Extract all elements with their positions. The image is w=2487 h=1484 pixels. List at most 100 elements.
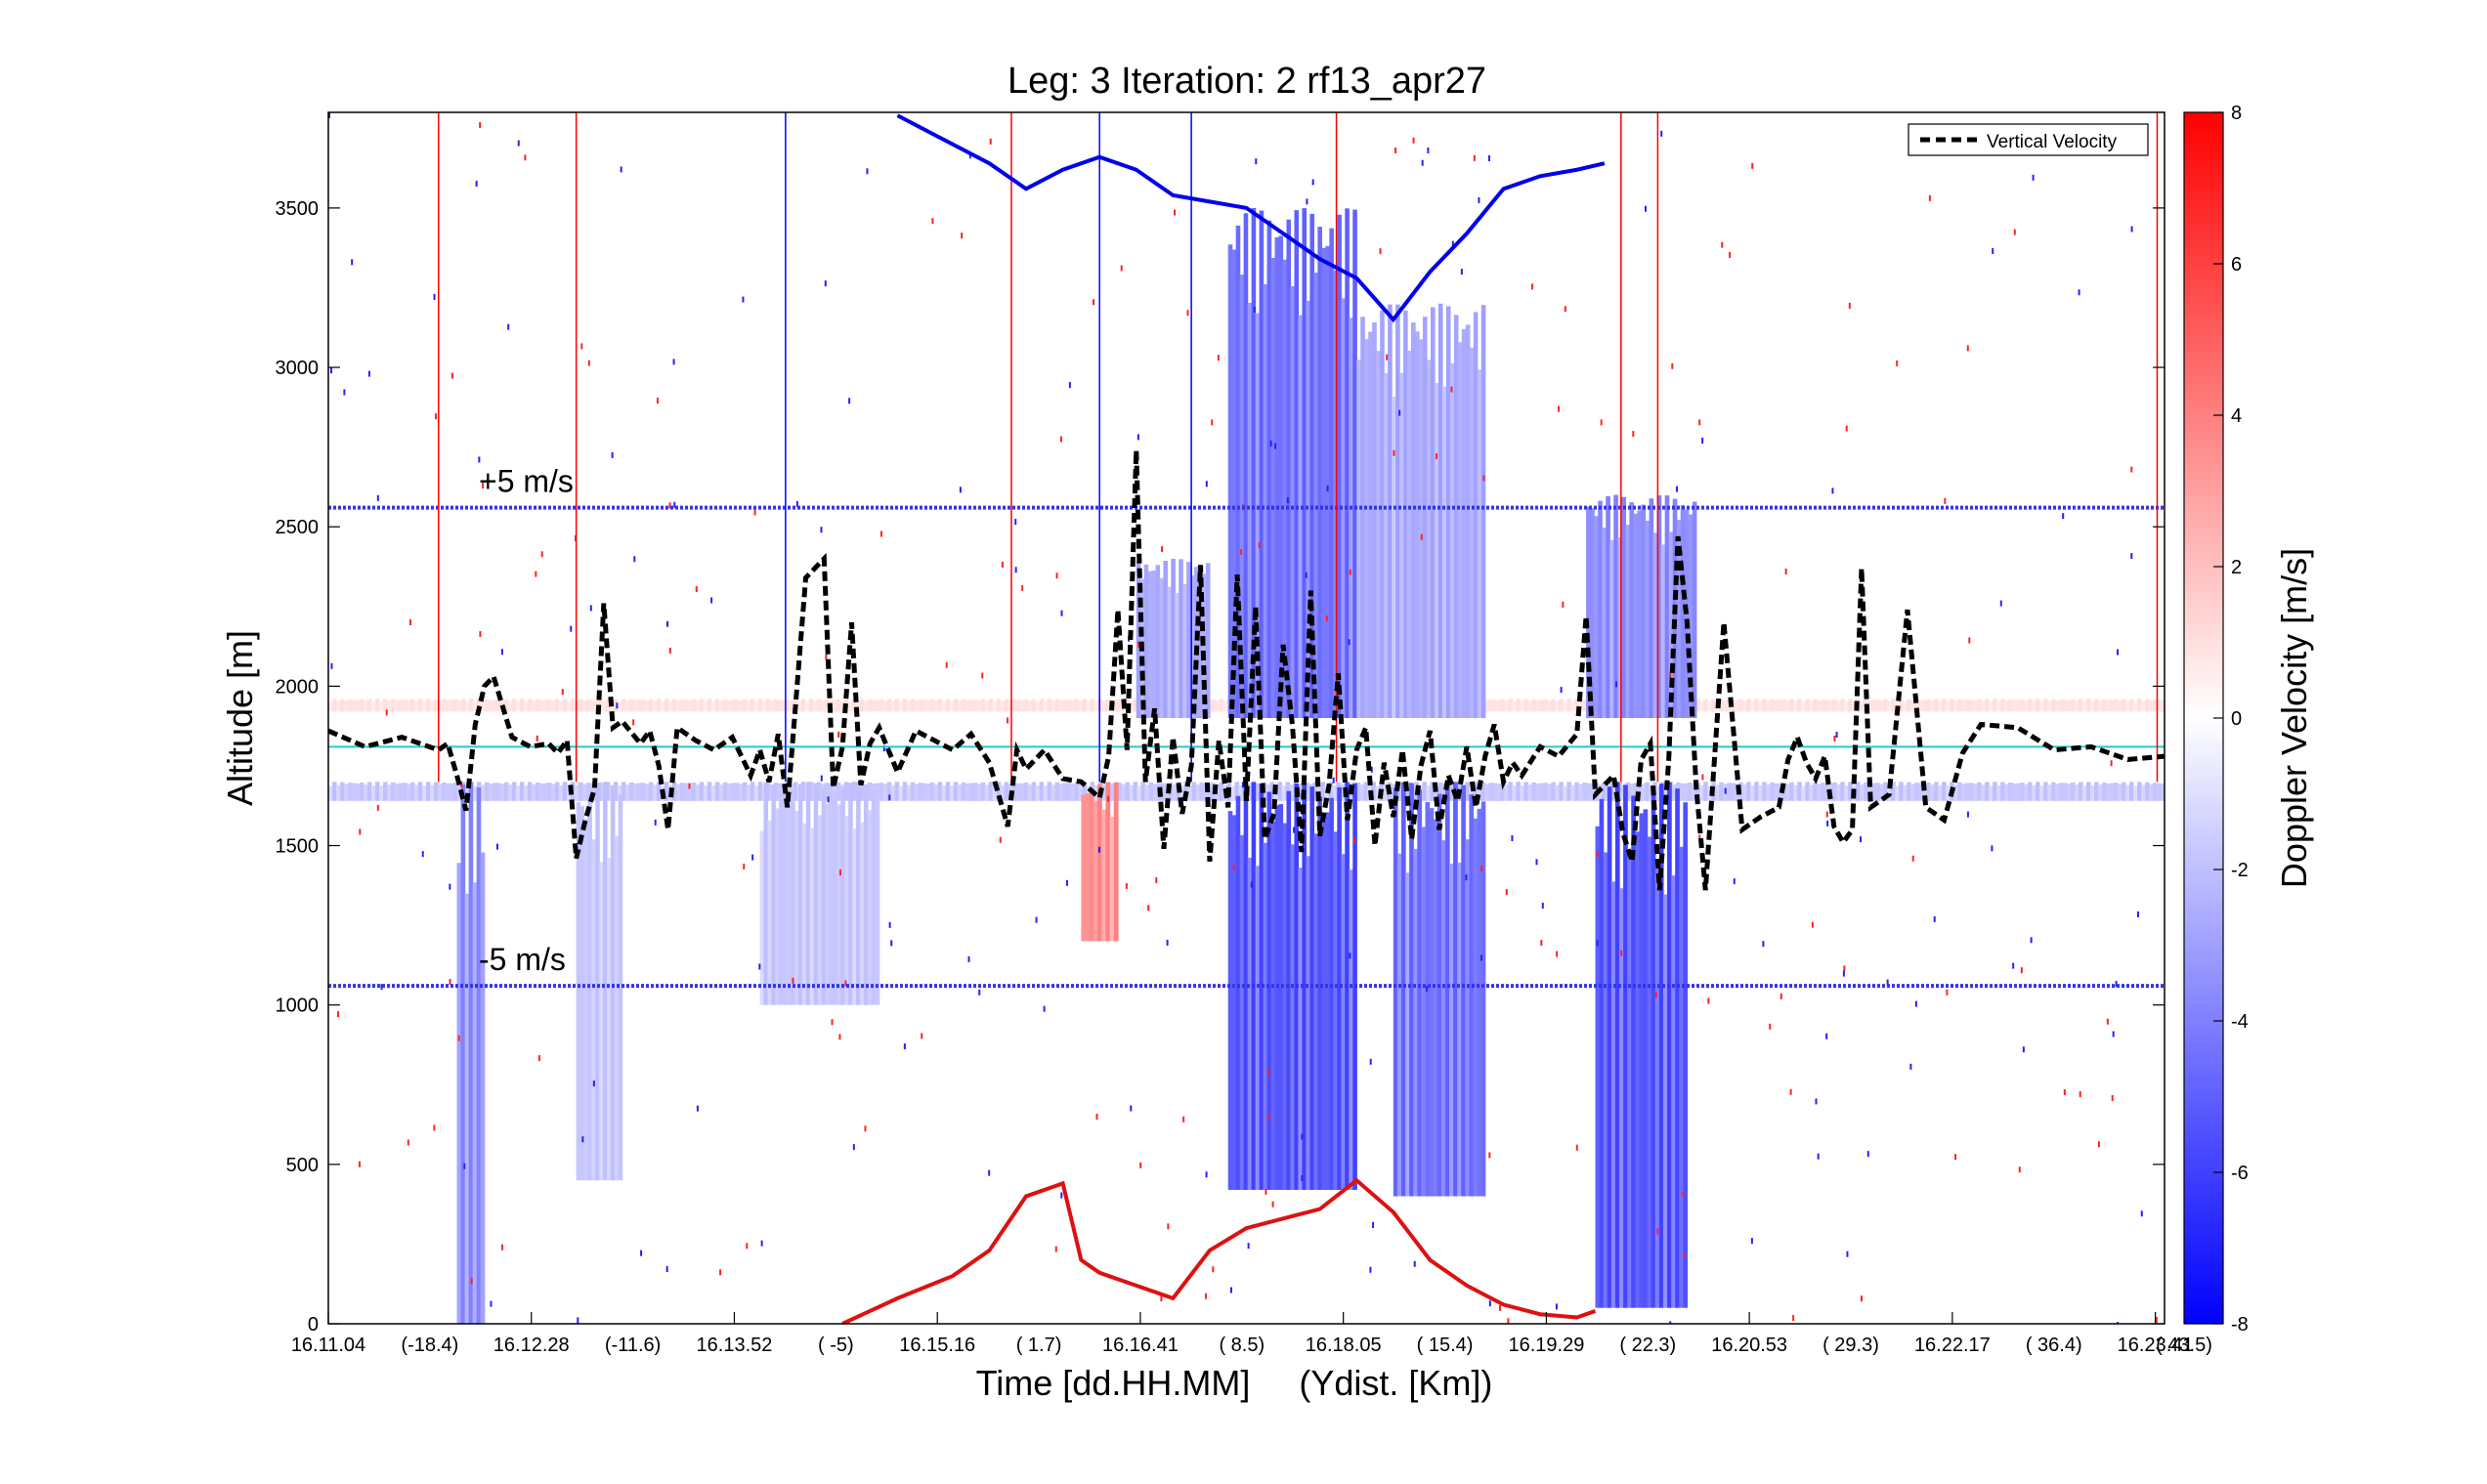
heatmap-cell	[953, 699, 959, 712]
noise-speck	[1683, 1252, 1686, 1259]
noise-speck	[1139, 1162, 1142, 1168]
heatmap-cell	[1329, 228, 1334, 718]
heatmap-cell	[996, 782, 1002, 801]
noise-speck	[1845, 425, 1848, 432]
heatmap-cell	[1266, 791, 1272, 1190]
heatmap-cell	[628, 782, 634, 801]
heatmap-cell	[406, 700, 411, 712]
heatmap-cell	[738, 784, 744, 801]
heatmap-cell	[1801, 701, 1806, 712]
heatmap-cell	[2149, 784, 2154, 801]
noise-speck	[1240, 548, 1243, 555]
heatmap-cell	[1645, 521, 1651, 718]
heatmap-cell	[1566, 699, 1571, 712]
noise-speck	[1914, 1000, 1917, 1007]
noise-speck	[824, 280, 827, 287]
noise-speck	[1762, 941, 1765, 948]
noise-speck	[433, 293, 436, 300]
cloud-band	[1227, 782, 1357, 1190]
x-dist-tick-label: ( 22.3)	[1619, 1335, 1676, 1356]
heatmap-cell	[351, 700, 357, 712]
noise-speck	[1707, 997, 1710, 1004]
heatmap-cell	[968, 700, 974, 712]
noise-speck	[989, 138, 992, 145]
cloud-band	[1595, 782, 1689, 1308]
heatmap-cell	[613, 699, 619, 712]
heatmap-cell	[1627, 858, 1632, 1308]
noise-speck	[668, 502, 671, 509]
heatmap-cell	[703, 784, 708, 801]
noise-speck	[1843, 965, 1846, 972]
heatmap-cell	[1235, 795, 1241, 1190]
heatmap-cell	[2012, 783, 2017, 801]
heatmap-cell	[656, 699, 662, 712]
noise-speck	[742, 296, 745, 303]
heatmap-cell	[366, 699, 372, 712]
noise-speck	[1205, 1293, 1208, 1299]
heatmap-cell	[1152, 784, 1158, 801]
heatmap-cell	[370, 700, 376, 712]
colorbar-tick-label: 2	[2231, 557, 2242, 578]
noise-speck	[1305, 572, 1308, 578]
heatmap-cell	[1477, 369, 1482, 718]
heatmap-cell	[1836, 784, 1841, 801]
heatmap-cell	[980, 699, 986, 712]
heatmap-cell	[910, 782, 916, 801]
heatmap-cell	[1973, 700, 1978, 712]
heatmap-cell	[464, 893, 470, 1324]
heatmap-cell	[1981, 784, 1986, 801]
noise-speck	[1369, 1266, 1372, 1273]
noise-speck	[1107, 795, 1110, 802]
heatmap-cell	[2055, 700, 2060, 712]
heatmap-cell	[581, 700, 587, 712]
noise-speck	[2155, 1317, 2158, 1324]
noise-speck	[367, 370, 370, 377]
heatmap-cell	[925, 783, 931, 801]
heatmap-cell	[1211, 700, 1217, 712]
heatmap-cell	[1426, 784, 1431, 801]
heatmap-cell	[886, 782, 892, 801]
noise-speck	[433, 1124, 436, 1131]
noise-speck	[672, 359, 675, 365]
heatmap-cell	[1664, 495, 1670, 718]
heatmap-cell	[610, 784, 616, 1181]
heatmap-cell	[554, 782, 560, 801]
heatmap-cell	[859, 782, 865, 801]
heatmap-cell	[1294, 210, 1300, 718]
noise-speck	[1211, 419, 1214, 426]
heatmap-cell	[813, 783, 819, 1005]
heatmap-cell	[1623, 784, 1628, 1308]
heatmap-cell	[460, 699, 466, 712]
heatmap-cell	[492, 700, 497, 712]
noise-speck	[1301, 1133, 1304, 1140]
noise-speckles	[328, 112, 2165, 1324]
heatmap-cell	[1422, 782, 1428, 801]
noise-speck	[838, 1034, 841, 1040]
heatmap-cell	[1320, 782, 1326, 801]
heatmap-cell	[1582, 699, 1587, 712]
heatmap-cell	[1396, 853, 1402, 1197]
heatmap-cell	[382, 782, 388, 801]
heatmap-cell	[1195, 784, 1201, 801]
chart-title: Leg: 3 Iteration: 2 rf13_apr27	[1008, 61, 1486, 102]
x-axis-label: Time [dd.HH.MM] (Ydist. [Km])	[976, 1363, 1493, 1403]
heatmap-cell	[331, 699, 337, 712]
heatmap-cell	[734, 700, 740, 712]
noise-speck	[376, 494, 379, 501]
noise-speck	[1473, 154, 1476, 161]
heatmap-cell	[656, 782, 662, 801]
heatmap-cell	[2133, 785, 2138, 801]
noise-speck	[2013, 229, 2016, 235]
x-time-tick-label: 16.16.41	[1102, 1335, 1179, 1356]
x-dist-tick-label: (-11.6)	[605, 1335, 661, 1356]
heatmap-cell	[710, 785, 716, 801]
heatmap-cell	[1828, 700, 1833, 712]
heatmap-cell	[1171, 558, 1176, 718]
heatmap-cell	[1422, 317, 1428, 718]
heatmap-cell	[1105, 782, 1111, 942]
heatmap-cell	[851, 782, 857, 801]
noise-speck	[537, 1055, 540, 1062]
heatmap-cell	[789, 700, 794, 712]
heatmap-cell	[1692, 501, 1697, 718]
heatmap-cell	[1703, 699, 1708, 712]
